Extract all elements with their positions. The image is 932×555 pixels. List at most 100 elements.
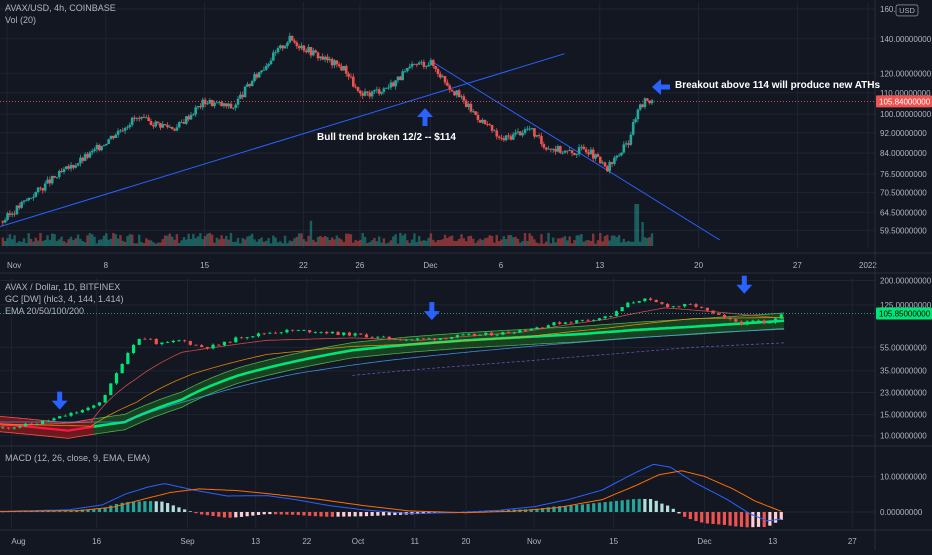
macd-histogram-bar [205, 512, 209, 516]
volume-bar [250, 233, 254, 246]
volume-bar [51, 233, 54, 246]
candle-body [328, 58, 332, 61]
volume-bar [481, 240, 484, 246]
candle-body [631, 121, 635, 135]
volume-bar [60, 236, 63, 246]
candle-body [495, 334, 499, 336]
macd-histogram-bar [58, 511, 62, 512]
volume-bar [232, 241, 235, 246]
candle-body [554, 149, 557, 152]
middle-symbol-legend[interactable]: AVAX / Dollar, 1D, BITFINEX [5, 282, 121, 292]
candle-body [184, 116, 188, 124]
volume-bar [403, 233, 407, 246]
volume-bar [500, 239, 503, 246]
macd-histogram-bar [666, 505, 670, 512]
volume-bar [394, 234, 397, 246]
macd-histogram-bar [609, 501, 613, 512]
candle-body [643, 98, 647, 108]
volume-bar [133, 243, 136, 246]
volume-bar [636, 204, 640, 246]
volume-bar [526, 240, 529, 246]
volume-bar [192, 233, 195, 246]
volume-bar [345, 233, 348, 246]
macd-histogram-bar [302, 512, 306, 516]
candle-body [739, 321, 744, 325]
currency-badge: USD [899, 6, 915, 15]
candle-body [304, 50, 308, 53]
volume-bar [335, 235, 339, 246]
candle-body [285, 329, 289, 333]
downtrend-trendline [430, 60, 721, 241]
volume-bar [187, 233, 190, 246]
macd-histogram-bar [342, 512, 346, 517]
volume-bar [615, 237, 618, 246]
candle-body [135, 118, 139, 119]
volume-bar [91, 234, 94, 246]
volume-bar [121, 240, 124, 246]
gc-indicator-legend[interactable]: GC [DW] (hlc3, 4, 144, 1.414) [5, 294, 124, 304]
candle-body [359, 333, 363, 335]
volume-bar [67, 239, 70, 246]
candle-body [192, 114, 195, 116]
volume-legend[interactable]: Vol (20) [5, 15, 37, 25]
ema-indicator-legend[interactable]: EMA 20/50/100/200 [5, 306, 85, 316]
candle-body [250, 81, 254, 86]
candle-body [626, 302, 630, 308]
candle-body [224, 103, 228, 107]
candle-body [541, 327, 545, 329]
ema-line [0, 307, 785, 427]
volume-bar [377, 236, 381, 246]
macd-histogram-bar [97, 508, 102, 512]
candle-body [123, 128, 127, 131]
candle-body [453, 91, 456, 96]
macd-histogram-bar [285, 512, 289, 515]
volume-bar [321, 237, 324, 246]
candle-body [12, 427, 16, 429]
top-x-tick-label: 2022 [859, 261, 877, 270]
volume-bar [27, 233, 30, 246]
volume-bar [290, 241, 294, 246]
candle-body [472, 334, 477, 336]
candle-body [627, 143, 630, 145]
top-symbol-legend[interactable]: AVAX/USD, 4h, COINBASE [5, 3, 116, 13]
volume-bar [410, 239, 414, 246]
volume-bar [48, 239, 52, 246]
candle-body [283, 45, 287, 49]
candle-body [614, 311, 619, 316]
candle-body [427, 64, 430, 67]
candle-body [116, 130, 120, 135]
volume-bar [580, 233, 583, 246]
macd-histogram-bar [211, 512, 215, 516]
volume-bar [631, 241, 635, 246]
candle-body [17, 205, 21, 208]
volume-bar [307, 235, 310, 246]
macd-histogram-bar [541, 508, 545, 512]
candle-body [154, 338, 158, 345]
volume-bar [201, 239, 204, 246]
volume-bar [453, 240, 456, 246]
volume-bar [166, 235, 169, 246]
macd-histogram-bar [188, 511, 192, 512]
candle-body [286, 42, 289, 46]
volume-bar [215, 237, 219, 246]
macd-histogram-bar [779, 512, 783, 520]
volume-bar [530, 235, 534, 246]
daily-arrow-icon-3 [736, 275, 753, 294]
volume-bar [58, 239, 61, 246]
candle-body [239, 94, 242, 99]
candle-body [394, 80, 397, 87]
top-y-tick-label: 76.50000000 [880, 170, 927, 179]
candle-body [455, 90, 459, 96]
candle-body [131, 344, 136, 353]
volume-bar [472, 238, 475, 246]
volume-bar [258, 239, 261, 246]
candle-body [575, 154, 579, 155]
volume-bar [128, 234, 132, 246]
macd-histogram-bar [154, 501, 158, 512]
trend-broken-arrow-icon [417, 108, 433, 126]
macd-legend[interactable]: MACD (12, 26, close, 9, EMA, EMA) [5, 453, 151, 463]
volume-bar [196, 236, 200, 246]
volume-bar [22, 238, 26, 246]
candle-body [93, 149, 96, 151]
